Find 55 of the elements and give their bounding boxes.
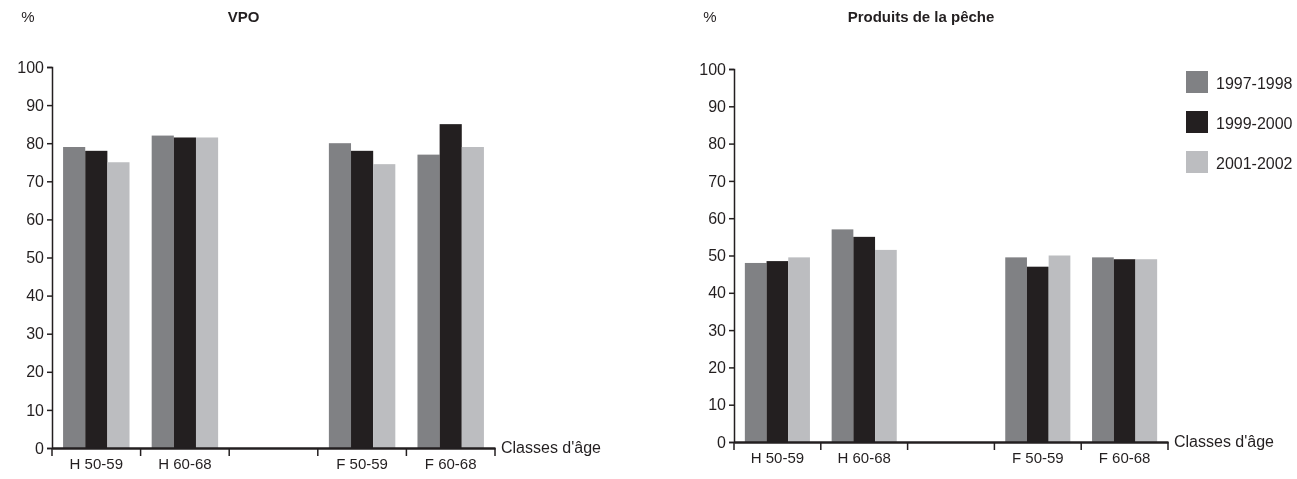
y-tick-label: 20 xyxy=(26,363,45,381)
x-tick-label: H 50-59 xyxy=(69,454,123,472)
y-tick-label: 70 xyxy=(26,172,45,190)
y-tick-label: 100 xyxy=(17,58,45,76)
bar xyxy=(1092,257,1114,442)
y-tick-label: 0 xyxy=(35,439,45,457)
bar xyxy=(63,147,86,448)
legend-label: 2001-2002 xyxy=(1216,155,1293,172)
y-tick-label: 30 xyxy=(708,321,727,339)
chart-title: VPO xyxy=(227,8,260,25)
legend-label: 1999-2000 xyxy=(1216,115,1293,132)
y-tick-label: 20 xyxy=(708,359,727,377)
bar xyxy=(831,229,854,442)
bar xyxy=(328,143,352,448)
legend-label: 1997-1998 xyxy=(1216,75,1293,92)
x-tick-label: F 50-59 xyxy=(1011,448,1064,466)
y-tick-label: 60 xyxy=(26,211,45,229)
bar xyxy=(788,257,810,442)
bar xyxy=(151,135,174,448)
y-tick-label: 100 xyxy=(699,60,727,78)
y-tick-label: 60 xyxy=(708,209,727,227)
y-tick-label: 50 xyxy=(26,249,45,267)
y-tick-label: 80 xyxy=(26,134,45,152)
bar xyxy=(1135,259,1158,442)
x-tick-label: H 60-68 xyxy=(837,448,891,466)
y-tick-label: 70 xyxy=(708,172,727,190)
bar xyxy=(744,262,767,442)
x-tick-label: H 50-59 xyxy=(750,448,805,466)
bar xyxy=(373,164,396,448)
y-axis-title: % xyxy=(21,8,35,25)
bar xyxy=(195,137,219,448)
y-tick-label: 90 xyxy=(26,96,45,114)
x-tick-label: F 60-68 xyxy=(424,454,477,472)
bar xyxy=(1048,255,1071,442)
y-tick-label: 80 xyxy=(708,135,727,153)
bar xyxy=(1005,257,1027,442)
bar xyxy=(417,154,440,448)
y-tick-label: 90 xyxy=(708,97,727,115)
x-axis-title: Classes d'âge xyxy=(501,439,602,456)
y-tick-label: 10 xyxy=(26,401,45,419)
y-tick-label: 40 xyxy=(26,287,45,305)
bar xyxy=(107,162,130,448)
x-tick-label: H 60-68 xyxy=(158,454,212,472)
bar xyxy=(875,249,897,442)
y-tick-label: 40 xyxy=(708,284,727,302)
x-tick-label: F 60-68 xyxy=(1098,448,1151,466)
y-axis-title: % xyxy=(703,8,717,25)
y-tick-label: 50 xyxy=(708,247,727,265)
y-tick-label: 0 xyxy=(717,433,727,451)
y-tick-label: 30 xyxy=(26,325,45,343)
chart-title: Produits de la pêche xyxy=(847,8,995,25)
x-tick-label: F 50-59 xyxy=(336,454,388,472)
bar xyxy=(461,147,484,448)
x-axis-title: Classes d'âge xyxy=(1174,433,1275,450)
y-tick-label: 10 xyxy=(708,396,727,414)
